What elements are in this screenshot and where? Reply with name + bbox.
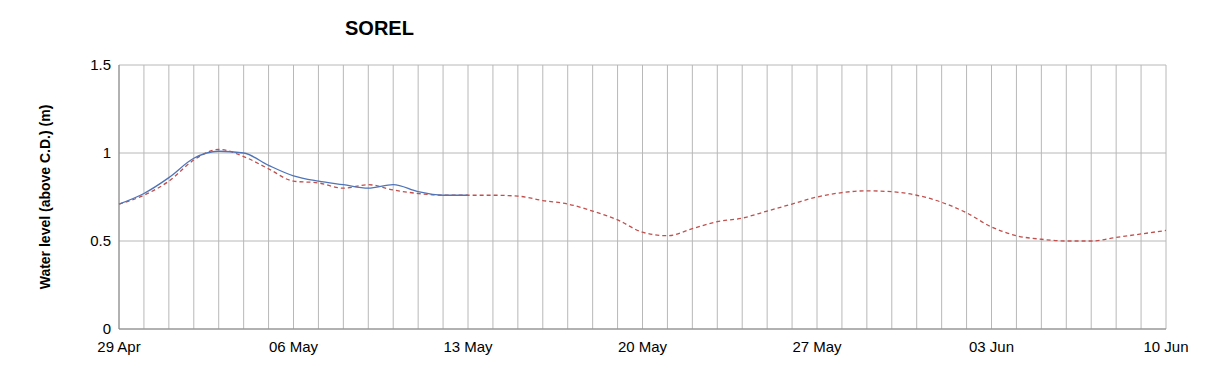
svg-text:0.5: 0.5 <box>90 232 111 249</box>
svg-text:10 Jun: 10 Jun <box>1143 338 1188 355</box>
svg-text:0: 0 <box>103 320 111 337</box>
svg-text:03 Jun: 03 Jun <box>969 338 1014 355</box>
svg-text:06 May: 06 May <box>269 338 319 355</box>
svg-text:27 May: 27 May <box>792 338 842 355</box>
svg-text:13 May: 13 May <box>443 338 493 355</box>
html-text:SOREL: SOREL <box>345 17 414 39</box>
svg-text:29 Apr: 29 Apr <box>97 338 140 355</box>
svg-text:1: 1 <box>103 144 111 161</box>
svg-text:20 May: 20 May <box>618 338 668 355</box>
svg-text:1.5: 1.5 <box>90 56 111 73</box>
svg-text:Water level (above C.D.) (m): Water level (above C.D.) (m) <box>37 105 53 290</box>
